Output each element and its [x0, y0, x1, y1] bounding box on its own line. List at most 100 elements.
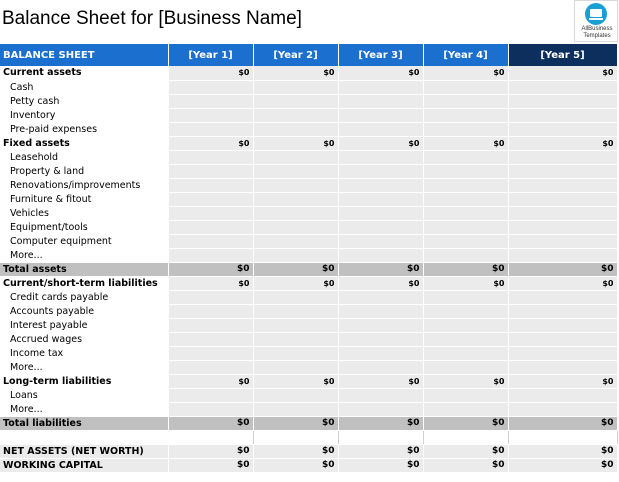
row-label[interactable]: Cash	[0, 80, 169, 95]
value-cell-year-1[interactable]	[168, 206, 254, 221]
value-cell-year-1[interactable]	[168, 360, 254, 375]
value-cell-year-4[interactable]: $0	[423, 262, 509, 277]
value-cell-year-1[interactable]: $0	[168, 136, 254, 151]
header-year-3[interactable]: [Year 3]	[338, 44, 424, 66]
value-cell-year-4[interactable]	[423, 318, 509, 333]
value-cell-year-3[interactable]: $0	[338, 276, 424, 291]
value-cell-year-1[interactable]	[168, 192, 254, 207]
header-year-4[interactable]: [Year 4]	[423, 44, 509, 66]
value-cell-year-1[interactable]	[168, 402, 254, 417]
value-cell-year-3[interactable]	[338, 388, 424, 403]
row-label[interactable]: Credit cards payable	[0, 290, 169, 305]
value-cell-year-2[interactable]: $0	[253, 136, 339, 151]
value-cell-year-3[interactable]	[338, 332, 424, 347]
value-cell-year-3[interactable]	[338, 122, 424, 137]
value-cell-year-5[interactable]	[508, 164, 618, 179]
row-label[interactable]: More...	[0, 402, 169, 417]
value-cell-year-4[interactable]: $0	[423, 276, 509, 291]
value-cell-year-3[interactable]	[338, 318, 424, 333]
value-cell-year-1[interactable]	[168, 220, 254, 235]
value-cell-year-5[interactable]	[508, 360, 618, 375]
value-cell-year-2[interactable]	[253, 220, 339, 235]
value-cell-year-2[interactable]	[253, 248, 339, 263]
value-cell-year-3[interactable]	[338, 178, 424, 193]
allbusiness-logo[interactable]: AllBusiness Templates	[574, 0, 618, 42]
value-cell-year-5[interactable]: $0	[508, 262, 618, 277]
value-cell-year-5[interactable]	[508, 402, 618, 417]
value-cell-year-3[interactable]	[338, 164, 424, 179]
value-cell-year-2[interactable]	[253, 108, 339, 123]
value-cell-year-5[interactable]: $0	[508, 416, 618, 431]
value-cell-year-5[interactable]	[508, 80, 618, 95]
value-cell-year-4[interactable]	[423, 248, 509, 263]
value-cell-year-5[interactable]: $0	[508, 374, 618, 389]
value-cell-year-4[interactable]	[423, 192, 509, 207]
value-cell-year-2[interactable]: $0	[253, 66, 339, 81]
value-cell-year-1[interactable]: $0	[168, 262, 254, 277]
value-cell-year-2[interactable]	[253, 402, 339, 417]
value-cell-year-3[interactable]	[338, 192, 424, 207]
value-cell-year-2[interactable]	[253, 164, 339, 179]
value-cell-year-3[interactable]	[338, 290, 424, 305]
value-cell-year-5[interactable]	[508, 430, 618, 445]
header-year-5[interactable]: [Year 5]	[508, 44, 618, 66]
value-cell-year-2[interactable]	[253, 122, 339, 137]
value-cell-year-5[interactable]	[508, 108, 618, 123]
value-cell-year-4[interactable]: $0	[423, 416, 509, 431]
row-label[interactable]: Computer equipment	[0, 234, 169, 249]
value-cell-year-3[interactable]	[338, 234, 424, 249]
value-cell-year-1[interactable]	[168, 318, 254, 333]
row-label[interactable]: Total assets	[0, 262, 169, 277]
value-cell-year-3[interactable]	[338, 304, 424, 319]
row-label[interactable]: Current/short-term liabilities	[0, 276, 169, 291]
value-cell-year-4[interactable]	[423, 430, 509, 445]
value-cell-year-2[interactable]	[253, 94, 339, 109]
row-label[interactable]: Interest payable	[0, 318, 169, 333]
value-cell-year-4[interactable]	[423, 122, 509, 137]
value-cell-year-5[interactable]	[508, 290, 618, 305]
row-label[interactable]	[0, 430, 169, 445]
value-cell-year-3[interactable]	[338, 80, 424, 95]
value-cell-year-2[interactable]: $0	[253, 262, 339, 277]
value-cell-year-5[interactable]	[508, 220, 618, 235]
value-cell-year-2[interactable]: $0	[253, 444, 339, 459]
value-cell-year-5[interactable]	[508, 388, 618, 403]
row-label[interactable]: NET ASSETS (NET WORTH)	[0, 444, 169, 459]
value-cell-year-5[interactable]	[508, 150, 618, 165]
value-cell-year-5[interactable]	[508, 318, 618, 333]
value-cell-year-5[interactable]: $0	[508, 276, 618, 291]
value-cell-year-2[interactable]	[253, 430, 339, 445]
row-label[interactable]: Vehicles	[0, 206, 169, 221]
value-cell-year-4[interactable]	[423, 178, 509, 193]
row-label[interactable]: Long-term liabilities	[0, 374, 169, 389]
row-label[interactable]: Income tax	[0, 346, 169, 361]
value-cell-year-3[interactable]: $0	[338, 416, 424, 431]
row-label[interactable]: WORKING CAPITAL	[0, 458, 169, 473]
value-cell-year-1[interactable]	[168, 430, 254, 445]
value-cell-year-3[interactable]	[338, 248, 424, 263]
row-label[interactable]: Petty cash	[0, 94, 169, 109]
value-cell-year-1[interactable]	[168, 304, 254, 319]
value-cell-year-1[interactable]	[168, 150, 254, 165]
value-cell-year-1[interactable]	[168, 108, 254, 123]
value-cell-year-4[interactable]	[423, 304, 509, 319]
value-cell-year-4[interactable]: $0	[423, 136, 509, 151]
value-cell-year-4[interactable]	[423, 402, 509, 417]
value-cell-year-2[interactable]	[253, 178, 339, 193]
value-cell-year-4[interactable]	[423, 80, 509, 95]
value-cell-year-1[interactable]	[168, 290, 254, 305]
value-cell-year-5[interactable]	[508, 94, 618, 109]
row-label[interactable]: Total liabilities	[0, 416, 169, 431]
value-cell-year-5[interactable]	[508, 332, 618, 347]
row-label[interactable]: Fixed assets	[0, 136, 169, 151]
value-cell-year-4[interactable]: $0	[423, 458, 509, 473]
row-label[interactable]: Equipment/tools	[0, 220, 169, 235]
value-cell-year-4[interactable]	[423, 164, 509, 179]
value-cell-year-2[interactable]	[253, 234, 339, 249]
row-label[interactable]: Accrued wages	[0, 332, 169, 347]
row-label[interactable]: Property & land	[0, 164, 169, 179]
value-cell-year-3[interactable]: $0	[338, 444, 424, 459]
header-year-1[interactable]: [Year 1]	[168, 44, 254, 66]
value-cell-year-2[interactable]	[253, 318, 339, 333]
value-cell-year-4[interactable]	[423, 234, 509, 249]
